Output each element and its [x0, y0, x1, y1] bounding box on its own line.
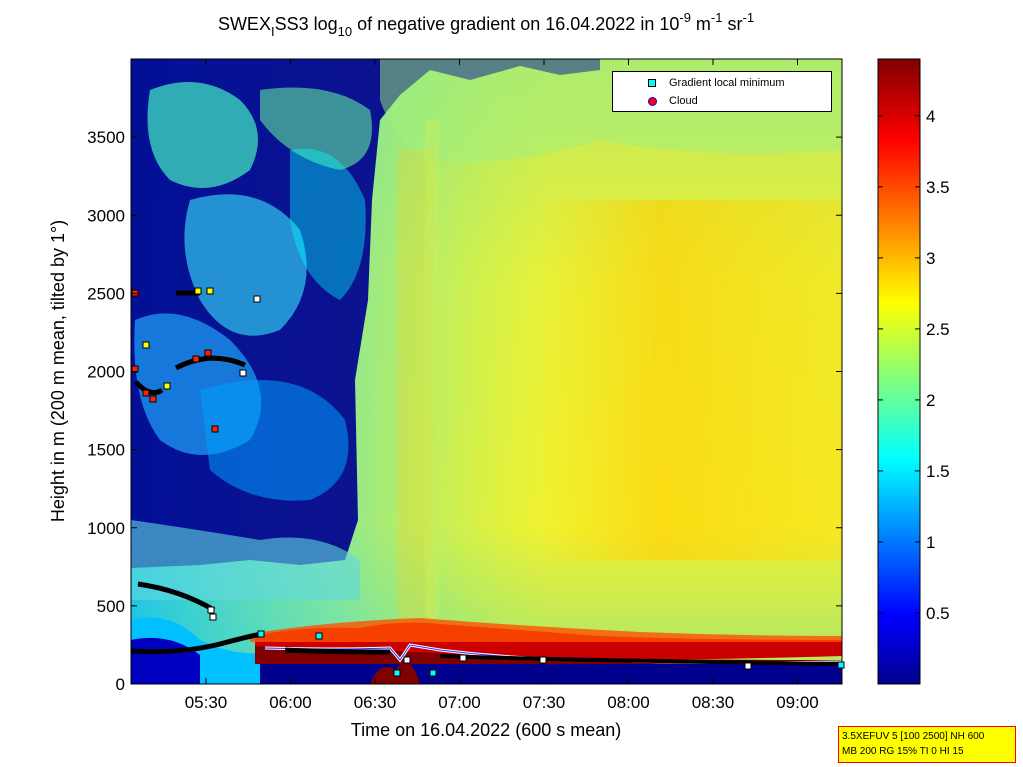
chart-title: SWEXISS3 log10 of negative gradient on 1…: [218, 10, 754, 39]
settings-info-box: 3.5XEFUV 5 [100 2500] NH 600 MB 200 RG 1…: [838, 726, 1016, 763]
y-tick-label: 1500: [87, 441, 125, 460]
legend-item-gradient-minimum: Gradient local minimum: [613, 74, 785, 92]
x-tick-label: 06:30: [354, 693, 397, 712]
x-axis-ticks: 05:30 06:00 06:30 07:00 07:30 08:00 08:30 09:00: [185, 59, 819, 712]
colorbar-tick-label: 1: [926, 533, 935, 552]
cloud-markers: [131, 287, 845, 677]
x-tick-label: 06:00: [269, 693, 312, 712]
colorbar: 0.5 1 1.5 2 2.5 3 3.5 4: [877, 58, 950, 685]
colorbar-tick-label: 3.5: [926, 178, 950, 197]
legend-item-cloud: Cloud: [613, 92, 698, 110]
y-tick-label: 3000: [87, 206, 125, 225]
info-line-1: 3.5XEFUV 5 [100 2500] NH 600: [842, 731, 985, 742]
y-tick-label: 0: [116, 675, 125, 694]
x-tick-label: 07:30: [523, 693, 566, 712]
colorbar-tick-label: 0.5: [926, 604, 950, 623]
x-tick-label: 09:00: [776, 693, 819, 712]
y-tick-label: 500: [97, 597, 125, 616]
legend-label: Cloud: [669, 95, 698, 107]
x-tick-label: 08:30: [692, 693, 735, 712]
x-axis-label: Time on 16.04.2022 (600 s mean): [351, 720, 622, 740]
y-tick-label: 3500: [87, 128, 125, 147]
colorbar-tick-label: 2.5: [926, 320, 950, 339]
heatmap-plot: [130, 58, 843, 685]
legend-label: Gradient local minimum: [669, 77, 785, 89]
square-marker-icon: [648, 79, 656, 87]
colorbar-tick-label: 4: [926, 107, 935, 126]
chart-legend: Gradient local minimum Cloud: [612, 71, 832, 112]
circle-marker-icon: [647, 96, 657, 106]
y-tick-label: 2500: [87, 284, 125, 303]
info-line-2: MB 200 RG 15% TI 0 HI 15: [842, 746, 964, 757]
y-axis-label: Height in m (200 m mean, tilted by 1°): [48, 220, 68, 522]
colorbar-tick-label: 3: [926, 249, 935, 268]
marker-traces: [130, 290, 843, 666]
x-tick-label: 08:00: [607, 693, 650, 712]
x-tick-label: 07:00: [438, 693, 481, 712]
colorbar-tick-label: 2: [926, 391, 935, 410]
y-tick-label: 2000: [87, 363, 125, 382]
colorbar-tick-label: 1.5: [926, 462, 950, 481]
y-axis-ticks: 0 500 1000 1500 2000 2500 3000 3500: [87, 128, 842, 694]
y-tick-label: 1000: [87, 519, 125, 538]
x-tick-label: 05:30: [185, 693, 228, 712]
